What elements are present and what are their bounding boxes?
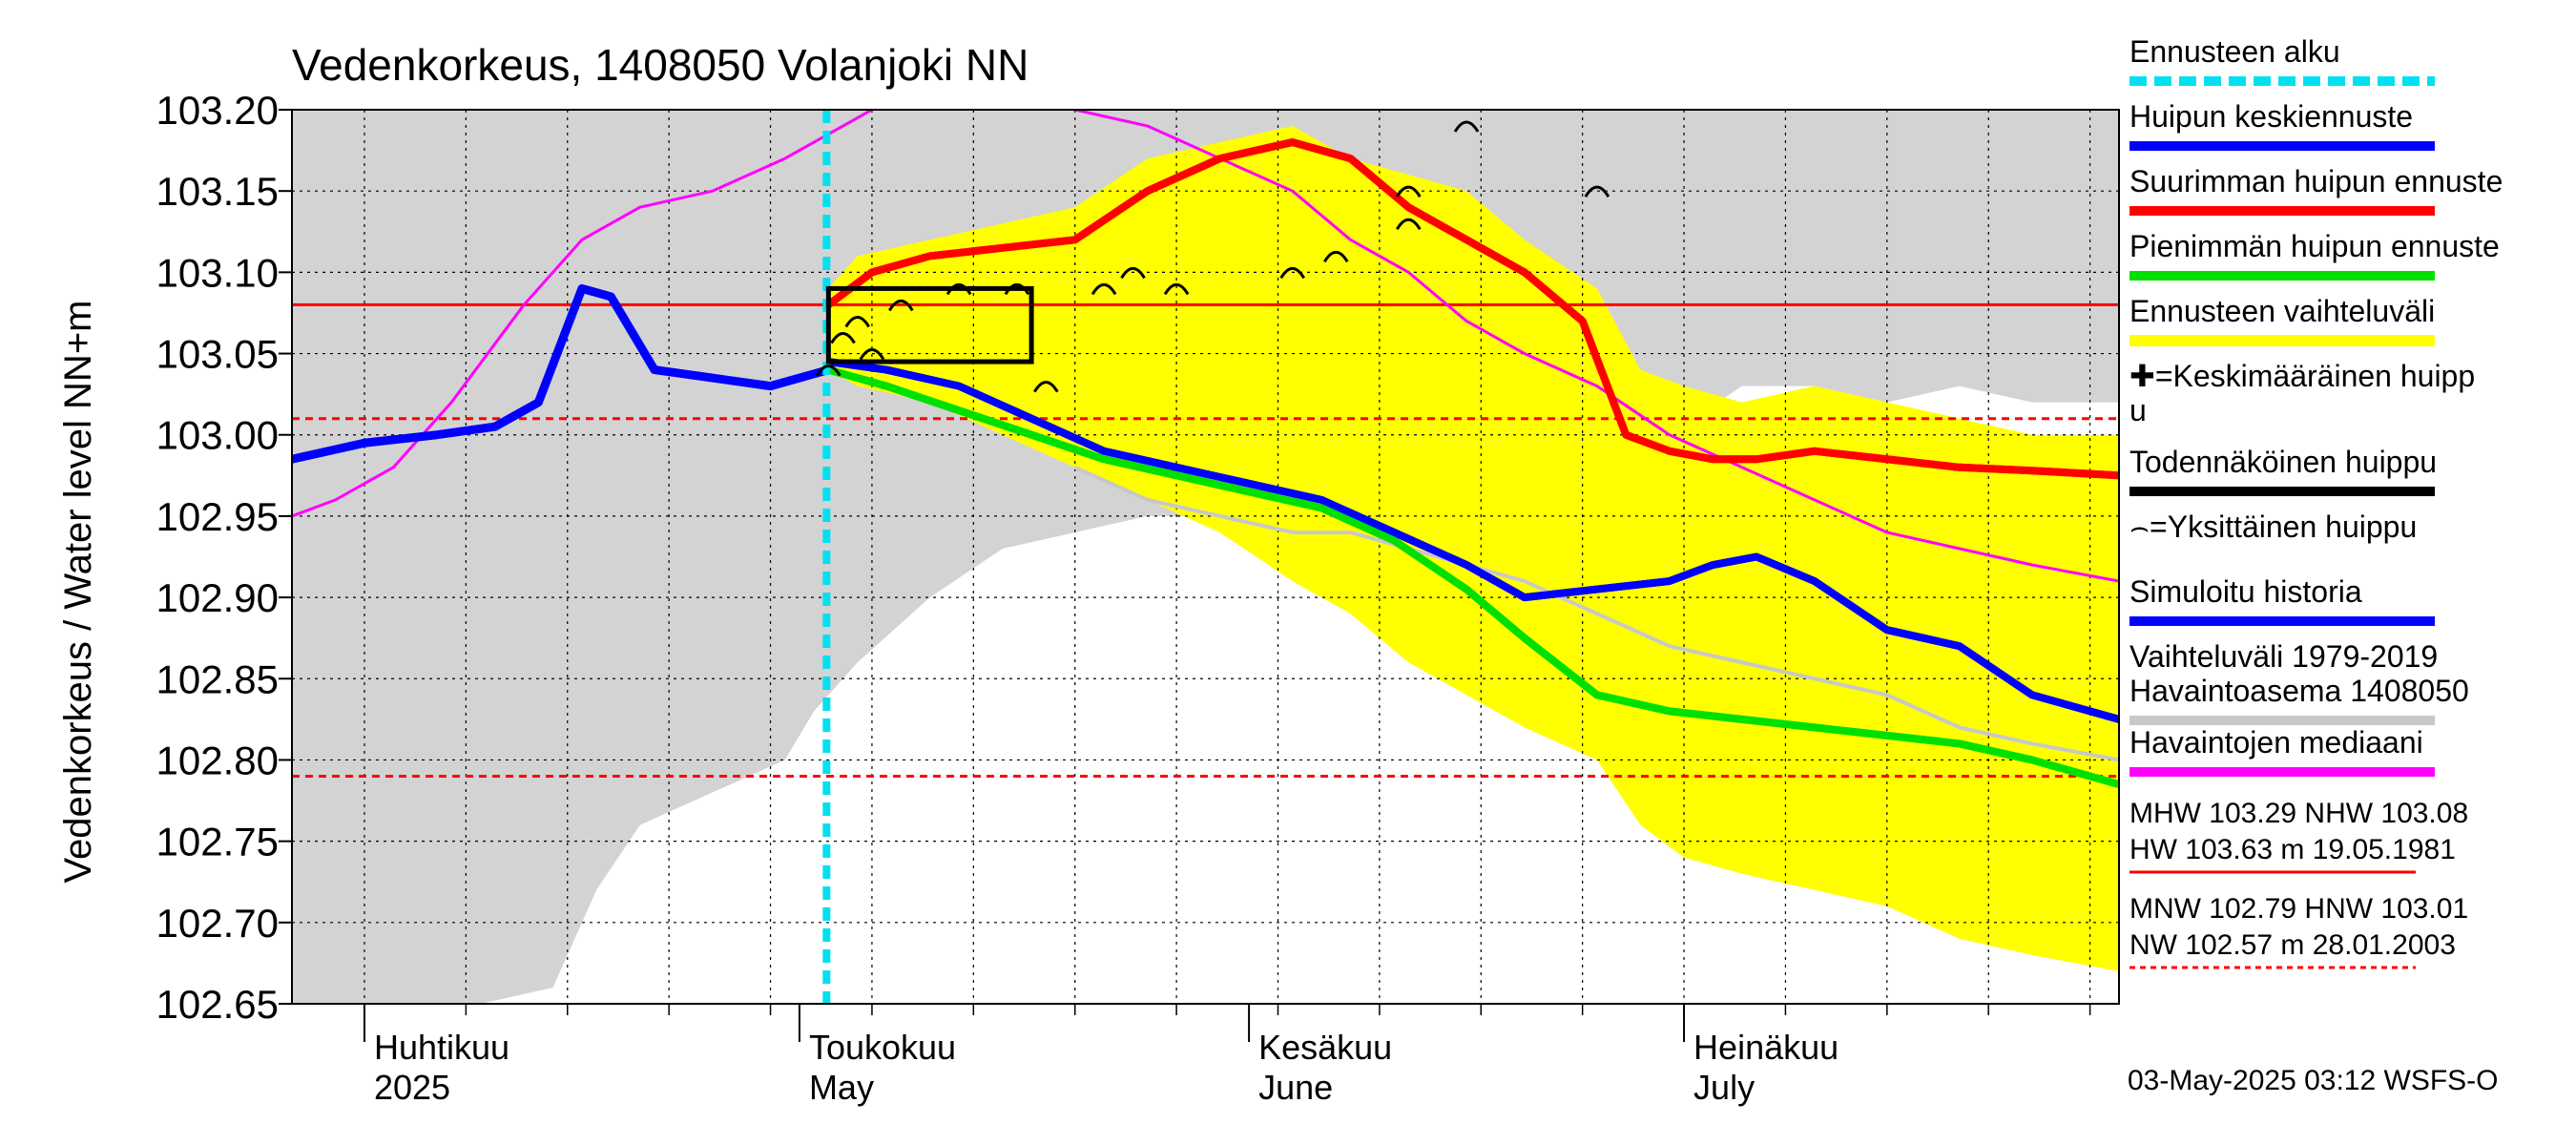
stats-line: NW 102.57 m 28.01.2003 [2129, 929, 2456, 961]
series-line-5 [1073, 465, 2119, 762]
series-line-top-4 [827, 365, 2119, 788]
legend-label: Vaihteluväli 1979-2019 [2129, 639, 2438, 674]
y-tick-label: 103.20 [156, 88, 279, 133]
series-line-top-3 [825, 138, 2119, 480]
plot-area [292, 110, 2119, 1004]
x-month-label: Huhtikuu [374, 1028, 509, 1067]
legend-label: Huipun keskiennuste [2129, 99, 2413, 134]
x-month-label-en: May [809, 1068, 874, 1107]
series-line-1 [292, 283, 830, 464]
individual-peak-mark [1033, 381, 1059, 393]
individual-peak-mark [830, 332, 856, 344]
x-month-label-en: July [1693, 1068, 1755, 1107]
probable-peak-box [825, 285, 1034, 364]
footer-timestamp: 03-May-2025 03:12 WSFS-O [2128, 1065, 2499, 1096]
y-tick-label: 103.10 [156, 250, 279, 295]
series-line-top-2 [827, 358, 2119, 723]
y-tick-label: 102.65 [156, 982, 279, 1027]
stats-line: MNW 102.79 HNW 103.01 [2129, 893, 2468, 925]
individual-peak-mark [1584, 185, 1610, 198]
x-month-label-en: June [1258, 1068, 1333, 1107]
individual-peak-mark [945, 282, 972, 296]
historical-range-band [292, 110, 2119, 1004]
chart-title: Vedenkorkeus, 1408050 Volanjoki NN [292, 40, 1028, 90]
individual-peak-mark [1279, 266, 1305, 280]
x-month-label: Kesäkuu [1258, 1028, 1392, 1067]
legend-label: ⌢=Yksittäinen huippu [2129, 510, 2417, 544]
individual-peak-mark [1323, 250, 1349, 263]
legend-label: Ennusteen alku [2129, 34, 2340, 69]
individual-peak-mark [1395, 218, 1422, 231]
individual-peak-mark [844, 316, 871, 328]
legend-label: Havaintojen mediaani [2129, 725, 2423, 760]
y-tick-label: 103.05 [156, 332, 279, 377]
legend-label-cont: u [2129, 393, 2147, 427]
legend: Ennusteen alku Huipun keskiennuste Suurimm… [2129, 34, 2503, 969]
stats-line: MHW 103.29 NHW 103.08 [2129, 798, 2468, 829]
individual-peak-mark [1453, 120, 1480, 133]
individual-peak-mark [859, 348, 885, 361]
stats-line: HW 103.63 m 19.05.1981 [2129, 834, 2456, 865]
y-axis: 102.65 102.70 102.75 102.80 102.85 102.90 102.… [156, 88, 292, 1027]
plot-frame [291, 109, 2120, 1005]
y-tick-label: 103.00 [156, 413, 279, 458]
y-tick-label: 102.75 [156, 820, 279, 864]
individual-peak-mark [1120, 266, 1146, 280]
legend-label: Todennäköinen huippu [2129, 445, 2437, 479]
individual-peak-mark [816, 364, 841, 377]
y-tick-label: 102.95 [156, 494, 279, 539]
legend-label: Simuloitu historia [2129, 574, 2362, 609]
y-tick-label: 102.90 [156, 575, 279, 620]
individual-peak-mark [1091, 282, 1117, 296]
y-tick-label: 102.80 [156, 738, 279, 782]
legend-label: Pienimmän huipun ennuste [2129, 229, 2500, 263]
legend-label-cont: Havaintoasema 1408050 [2129, 674, 2469, 708]
series-line-0 [292, 110, 2119, 583]
x-month-label: Toukokuu [809, 1028, 956, 1067]
y-tick-label: 103.15 [156, 169, 279, 214]
legend-label: Ennusteen vaihteluväli [2129, 294, 2435, 328]
y-tick-label: 102.85 [156, 656, 279, 701]
individual-peak-mark [1163, 282, 1190, 296]
y-tick-label: 102.70 [156, 901, 279, 946]
x-month-label: Heinäkuu [1693, 1028, 1839, 1067]
individual-peak-mark [1395, 185, 1422, 198]
individual-peak-mark [1004, 282, 1030, 296]
individual-peak-mark [888, 299, 914, 312]
y-axis-label: Vedenkorkeus / Water level NN+m [57, 301, 99, 884]
x-month-label-en: 2025 [374, 1068, 450, 1107]
legend-label: Suurimman huipun ennuste [2129, 164, 2503, 198]
legend-label: ✚=Keskimääräinen huipp [2129, 359, 2475, 393]
